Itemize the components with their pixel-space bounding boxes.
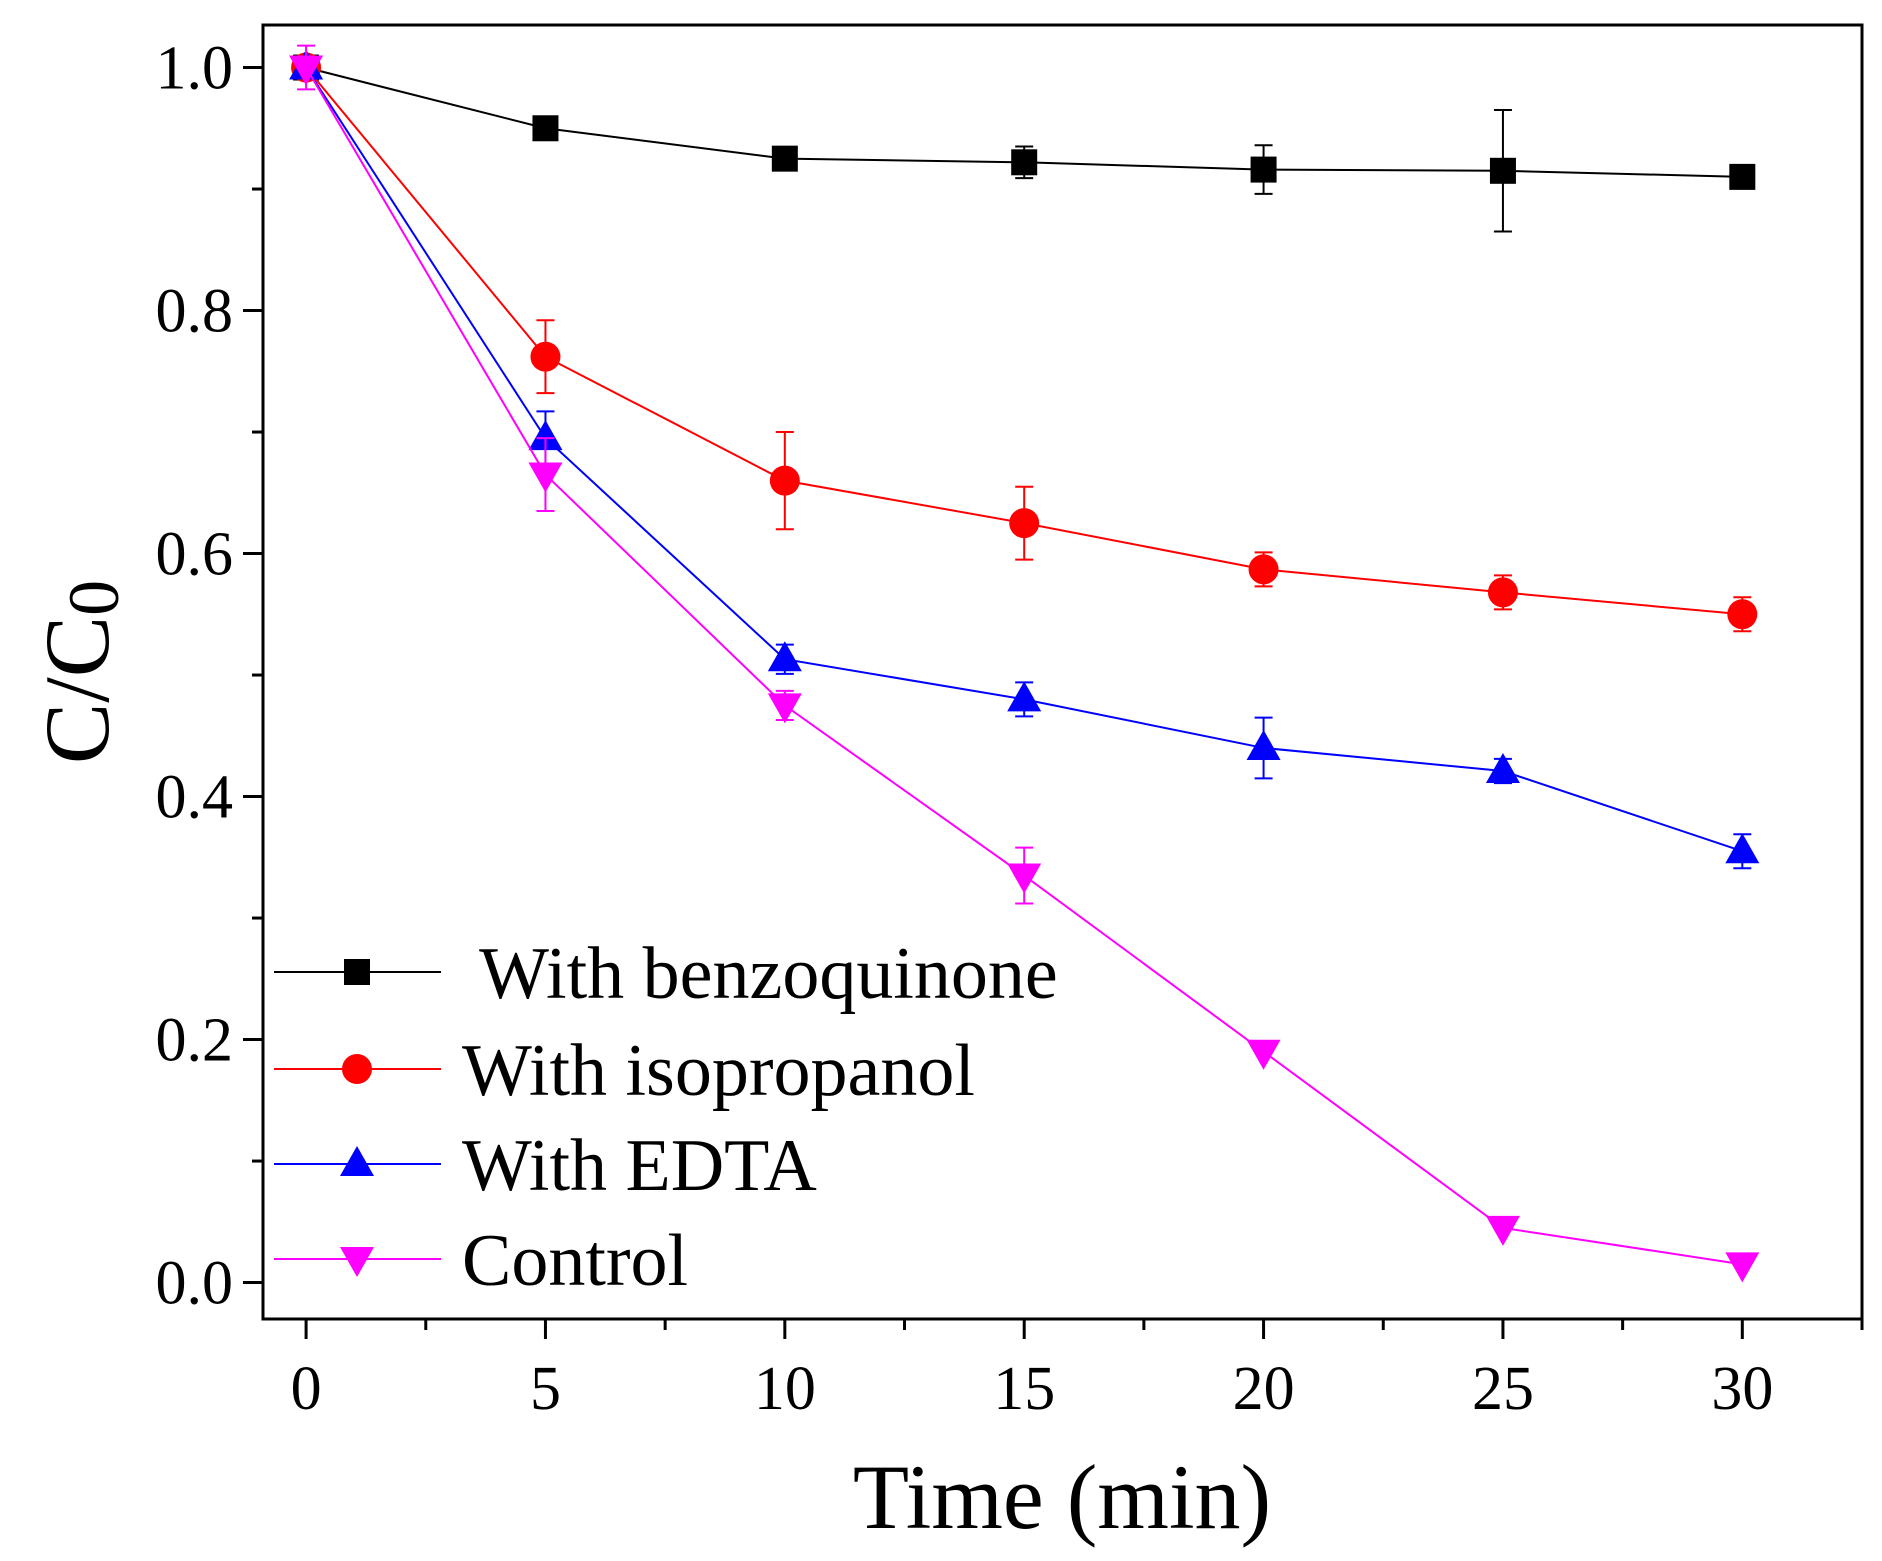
svg-text:C/C0: C/C0	[26, 580, 134, 764]
series-line	[305, 66, 1743, 853]
data-point	[1007, 863, 1042, 894]
y-tick-label: 0.8	[156, 278, 234, 346]
legend-item: With benzoquinone	[274, 933, 1058, 1015]
data-point	[1729, 163, 1756, 190]
series-3	[289, 44, 1760, 1283]
data-point	[1725, 1252, 1760, 1283]
data-point	[1487, 577, 1518, 608]
data-point	[1246, 1039, 1281, 1070]
legend-label: With benzoquinone	[462, 933, 1058, 1015]
legend-marker	[340, 1146, 374, 1176]
data-point	[1011, 149, 1038, 176]
x-tick-label: 5	[530, 1355, 561, 1423]
y-tick-label: 0.2	[156, 1007, 234, 1075]
data-point	[1248, 554, 1279, 585]
legend-item: With isopropanol	[274, 1030, 975, 1112]
y-axis-title-main: C/C	[26, 616, 128, 764]
x-tick-label: 30	[1711, 1355, 1773, 1423]
legend-item: Control	[274, 1220, 688, 1302]
legend-marker	[342, 1054, 372, 1084]
x-tick-label: 10	[754, 1355, 816, 1423]
data-point	[1485, 1215, 1520, 1246]
data-point	[289, 55, 324, 86]
series-0	[293, 54, 1756, 233]
legend-item: With EDTA	[274, 1125, 817, 1207]
data-point	[767, 641, 802, 672]
data-point	[767, 693, 802, 724]
y-tick-label: 0.0	[156, 1250, 234, 1318]
data-point	[1727, 599, 1758, 630]
data-point	[1485, 753, 1520, 784]
x-tick-label: 0	[291, 1355, 322, 1423]
legend-marker	[344, 959, 370, 985]
legend-label: With EDTA	[462, 1125, 817, 1207]
x-tick-label: 15	[993, 1355, 1055, 1423]
data-point	[1007, 681, 1042, 712]
y-axis-title: C/C0	[26, 580, 134, 764]
data-point	[1489, 157, 1516, 184]
axis-ticks: 0 5 10 15 20 25 30 0.0 0.2 0.4 0.6 0.8 1.0	[156, 35, 1864, 1423]
y-tick-label: 0.6	[156, 521, 234, 589]
data-point	[1725, 833, 1760, 864]
data-point	[769, 465, 800, 496]
data-series	[289, 44, 1760, 1283]
legend-label: With isopropanol	[462, 1030, 975, 1112]
x-tick-label: 25	[1472, 1355, 1534, 1423]
data-point	[530, 341, 561, 372]
y-axis-title-subscript: 0	[54, 580, 134, 616]
data-point	[528, 420, 563, 451]
data-point	[1250, 156, 1277, 183]
data-point	[528, 462, 563, 493]
plot-frame	[261, 23, 1864, 1321]
series-1	[291, 52, 1758, 633]
data-point	[532, 115, 559, 142]
legend-marker	[340, 1247, 374, 1277]
data-point	[1246, 729, 1281, 760]
x-tick-label: 20	[1233, 1355, 1295, 1423]
legend-label: Control	[462, 1220, 688, 1302]
y-tick-label: 1.0	[156, 35, 234, 103]
x-axis-title: Time (min)	[853, 1446, 1271, 1548]
data-point	[771, 145, 798, 172]
y-tick-label: 0.4	[156, 764, 234, 832]
legend: With benzoquinone With isopropanol With ED…	[274, 933, 1058, 1302]
data-point	[1009, 508, 1040, 539]
